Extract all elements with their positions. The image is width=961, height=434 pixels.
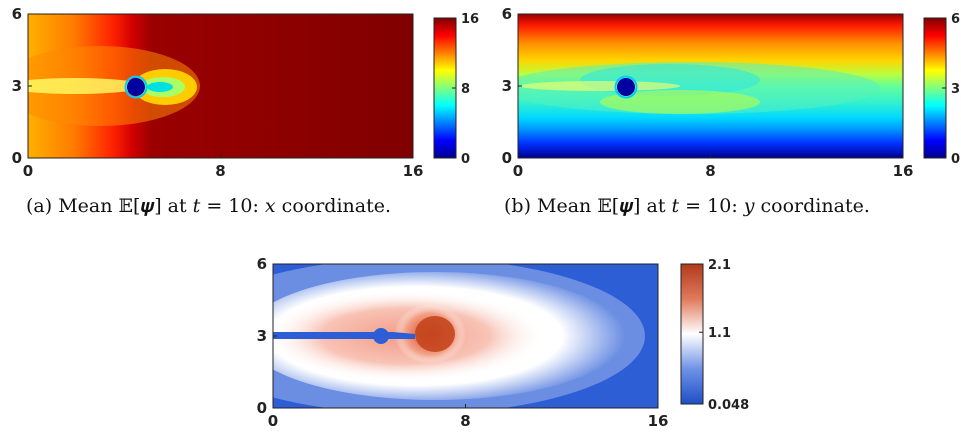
panel-a-ytick-label-0: 0 xyxy=(12,149,22,167)
panel-a-ticks: 0 8 16 0 3 6 xyxy=(12,5,424,180)
panel-a-colorbar: 0 8 16 xyxy=(433,12,479,167)
panel-a-axes: 0 8 16 0 3 6 xyxy=(12,5,424,180)
panel-c-cbtick-label-2: 2.1 xyxy=(708,258,731,273)
panel-c: 0 8 16 0 3 6 0.048 1.1 2.1 xyxy=(245,250,765,430)
panel-c-field xyxy=(273,264,658,408)
panel-c-ytick-label-0: 0 xyxy=(257,399,267,417)
panel-c-xtick-label-2: 16 xyxy=(648,412,669,430)
panel-a: 0 8 16 0 3 6 0 8 16 (a) Mean 𝔼[𝝍] at 𝑡 = 10: 𝑥 … xyxy=(0,0,480,230)
panel-b: 0 8 16 0 3 6 0 3 6 (b) Mean 𝔼[𝝍] at 𝑡 = 10: 𝑦 c… xyxy=(490,0,961,230)
panel-b-caption: (b) Mean 𝔼[𝝍] at 𝑡 = 10: 𝑦 coordinate. xyxy=(504,195,870,217)
panel-b-colorbar: 0 3 6 xyxy=(923,12,960,167)
panel-a-ytick-label-1: 3 xyxy=(12,77,22,95)
panel-b-obstacle xyxy=(617,78,635,96)
panel-c-ytick-label-1: 3 xyxy=(257,327,267,345)
panel-a-caption: (a) Mean 𝔼[𝝍] at 𝑡 = 10: 𝑥 coordinate. xyxy=(26,195,392,217)
panel-a-xtick-label-1: 8 xyxy=(215,162,225,180)
panel-a-ytick-label-2: 6 xyxy=(12,5,22,23)
panel-b-axes: 0 8 16 0 3 6 xyxy=(502,5,914,180)
panel-b-ytick-label-0: 0 xyxy=(502,149,512,167)
panel-c-axes: 0 8 16 0 3 6 xyxy=(257,255,669,430)
panel-c-ytick-label-2: 6 xyxy=(257,255,267,273)
panel-b-field xyxy=(518,14,903,158)
panel-c-colorbar: 0.048 1.1 2.1 xyxy=(680,258,749,413)
panel-a-field xyxy=(28,14,413,158)
panel-c-cbtick-label-0: 0.048 xyxy=(708,398,749,413)
panel-c-cbtick-label-1: 1.1 xyxy=(708,326,731,341)
panel-b-cbtick-label-0: 0 xyxy=(951,152,960,167)
panel-b-xtick-label-1: 8 xyxy=(705,162,715,180)
panel-a-cbtick-label-1: 8 xyxy=(461,82,470,97)
panel-c-xtick-label-1: 8 xyxy=(460,412,470,430)
panel-a-cbtick-label-0: 0 xyxy=(461,152,470,167)
panel-a-xtick-label-0: 0 xyxy=(23,162,33,180)
panel-c-xtick-label-0: 0 xyxy=(268,412,278,430)
panel-b-cbtick-label-2: 6 xyxy=(951,12,960,27)
panel-b-cbtick-label-1: 3 xyxy=(951,82,960,97)
panel-a-xtick-label-2: 16 xyxy=(403,162,424,180)
panel-a-obstacle xyxy=(127,78,145,96)
panel-b-ytick-label-1: 3 xyxy=(502,77,512,95)
panel-b-xtick-label-0: 0 xyxy=(513,162,523,180)
panel-b-ytick-label-2: 6 xyxy=(502,5,512,23)
panel-b-xtick-label-2: 16 xyxy=(893,162,914,180)
panel-a-cbtick-label-2: 16 xyxy=(461,12,479,27)
panel-c-colorbar-bar xyxy=(680,263,704,405)
panel-c-obstacle xyxy=(373,328,389,344)
